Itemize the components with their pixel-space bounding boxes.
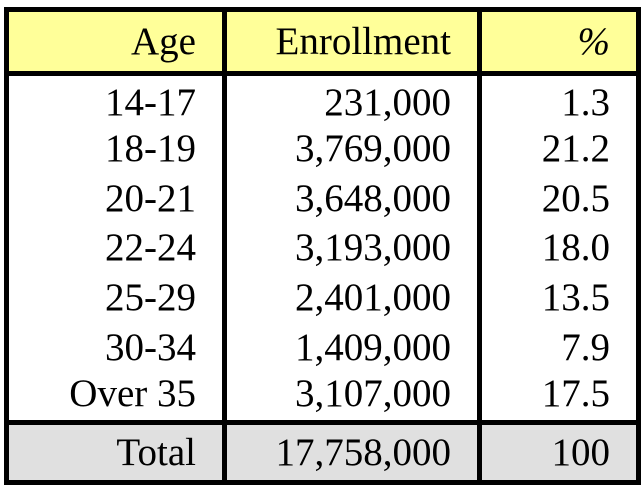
enrollment-cell: 1,409,000 xyxy=(222,322,482,373)
age-cell: 14-17 xyxy=(4,73,227,124)
table-row: 18-19 3,769,000 21.2 xyxy=(4,123,641,174)
total-label: Total xyxy=(4,420,227,485)
enrollment-cell: 3,193,000 xyxy=(222,223,482,273)
percent-cell: 18.0 xyxy=(477,223,641,273)
table-row: Over 35 3,107,000 17.5 xyxy=(4,372,641,423)
header-age: Age xyxy=(4,7,227,76)
percent-cell: 20.5 xyxy=(477,173,641,224)
age-cell: 18-19 xyxy=(4,123,227,174)
header-enrollment: Enrollment xyxy=(222,7,482,76)
table-row: 22-24 3,193,000 18.0 xyxy=(4,223,641,273)
table-row: 25-29 2,401,000 13.5 xyxy=(4,272,641,323)
age-cell: 20-21 xyxy=(4,173,227,224)
percent-cell: 1.3 xyxy=(477,73,641,124)
total-percent: 100 xyxy=(477,420,641,485)
percent-cell: 13.5 xyxy=(477,272,641,323)
table-header-row: Age Enrollment % xyxy=(4,7,641,76)
age-cell: 30-34 xyxy=(4,322,227,373)
table-row: 14-17 231,000 1.3 xyxy=(4,73,641,124)
percent-cell: 7.9 xyxy=(477,322,641,373)
age-cell: Over 35 xyxy=(4,372,227,423)
total-enrollment: 17,758,000 xyxy=(222,420,482,485)
enrollment-cell: 3,648,000 xyxy=(222,173,482,224)
percent-cell: 17.5 xyxy=(477,372,641,423)
header-percent: % xyxy=(477,7,641,76)
enrollment-cell: 2,401,000 xyxy=(222,272,482,323)
percent-cell: 21.2 xyxy=(477,123,641,174)
age-cell: 22-24 xyxy=(4,223,227,273)
table-row: 20-21 3,648,000 20.5 xyxy=(4,173,641,224)
enrollment-cell: 3,769,000 xyxy=(222,123,482,174)
enrollment-cell: 231,000 xyxy=(222,73,482,124)
enrollment-by-age-table: Age Enrollment % 14-17 231,000 1.3 18-19… xyxy=(4,7,641,485)
enrollment-cell: 3,107,000 xyxy=(222,372,482,423)
table-row: 30-34 1,409,000 7.9 xyxy=(4,322,641,373)
total-row: Total 17,758,000 100 xyxy=(4,420,641,485)
age-cell: 25-29 xyxy=(4,272,227,323)
